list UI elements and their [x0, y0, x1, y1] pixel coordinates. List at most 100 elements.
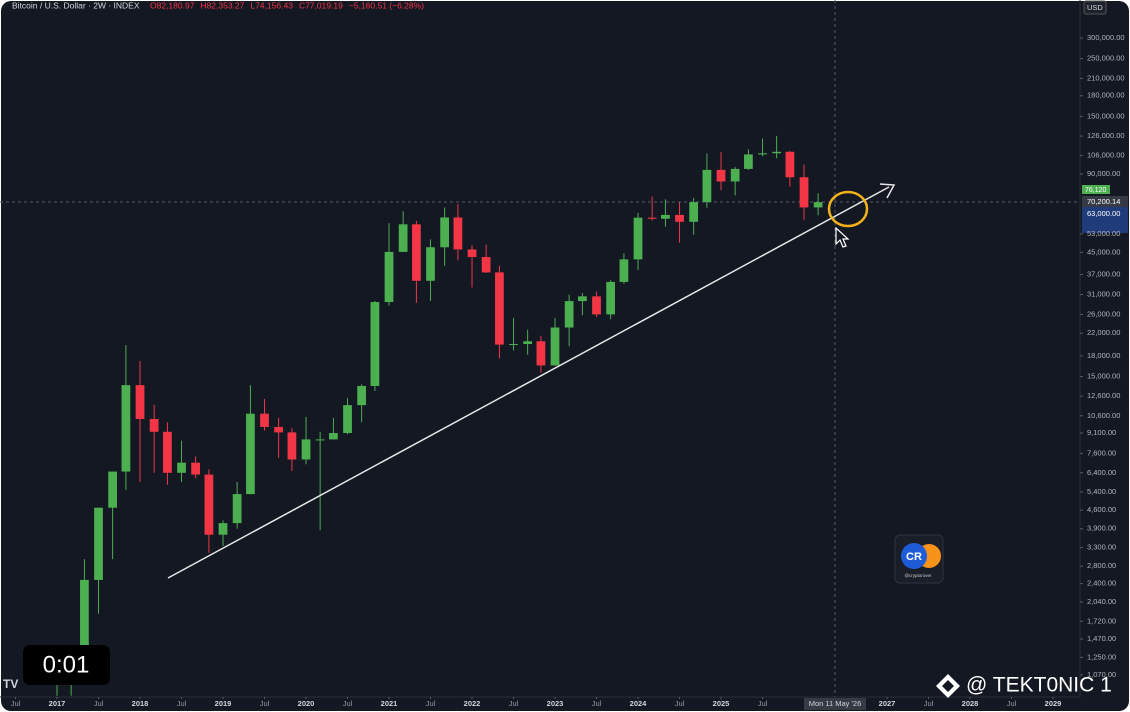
candle-body [412, 224, 421, 281]
y-tick-label: 90,000.00 [1087, 169, 1120, 178]
y-tick-label: 22,000.00 [1087, 328, 1120, 337]
candle-body [80, 579, 89, 649]
logo-text: CR [906, 551, 922, 563]
ohlc-value: C77,019.19 [299, 0, 343, 10]
candle-body [135, 385, 145, 420]
x-tick-label: 2027 [879, 699, 896, 708]
candle-body [799, 177, 809, 208]
crosshair-label-bg [804, 698, 866, 710]
candle-body [647, 217, 657, 219]
y-tick-label: 6,400.00 [1087, 468, 1116, 477]
ohlc-value: O82,180.97 [150, 0, 195, 10]
ohlc-value: L74,156.43 [250, 0, 293, 10]
x-tick-label: Jul [426, 699, 436, 708]
y-tick-label: 5,400.00 [1087, 487, 1116, 496]
candle-body [440, 217, 450, 248]
x-tick-label: Jul [1007, 699, 1017, 708]
candle-body [287, 432, 297, 460]
candle-body [94, 507, 103, 580]
crosshair-label: Mon 11 May '26 [809, 699, 862, 708]
candle-body [315, 439, 325, 441]
candle-body [564, 301, 574, 328]
price-tag-bg [1082, 207, 1128, 233]
candle-body [191, 462, 201, 475]
candles [52, 135, 823, 696]
candle-body [495, 272, 504, 345]
candle-body [204, 474, 214, 535]
x-tick-label: Jul [675, 699, 685, 708]
candle-body [121, 385, 131, 472]
y-tick-label: 45,000.00 [1087, 247, 1120, 256]
candle-body [370, 302, 380, 386]
candle-body [177, 462, 186, 473]
y-tick-label: 2,040.00 [1087, 597, 1116, 606]
logo-handle: @cryptorover [904, 573, 932, 578]
x-tick-label: Jul [94, 699, 104, 708]
y-tick-label: 18,000.00 [1087, 351, 1120, 360]
price-axis: 300,000.00 250,000.00 210,000.00 180,000.00… [1080, 33, 1125, 679]
timer: 0:01 [43, 651, 90, 678]
x-tick-label: Jul [177, 699, 187, 708]
candle-body [689, 202, 699, 222]
candle-body [730, 168, 740, 182]
candle-body [744, 154, 753, 169]
x-tick-label: Jul [509, 699, 519, 708]
y-tick-label: 150,000.00 [1087, 111, 1125, 120]
price-tag-bg [1082, 196, 1128, 207]
candle-body [384, 251, 394, 303]
candle-body [453, 217, 463, 250]
y-tick-label: 2,400.00 [1087, 579, 1116, 588]
highlight-circle [827, 190, 869, 228]
candle-body [661, 214, 670, 219]
trend-line [167, 186, 890, 579]
y-tick-label: 3,300.00 [1087, 543, 1116, 552]
y-tick-label: 1,070.00 [1087, 670, 1116, 679]
candle-body [274, 426, 284, 433]
y-tick-label: 53,000.00 [1087, 229, 1120, 238]
candle-body [481, 257, 491, 273]
ohlc-value: −5,160.51 (−6.28%) [349, 0, 424, 10]
candle-body [149, 419, 159, 432]
y-tick-label: 210,000.00 [1087, 73, 1125, 82]
price-tag: 76,120 [1085, 187, 1107, 194]
y-tick-label: 2,800.00 [1087, 561, 1116, 570]
x-tick-label: 2020 [298, 699, 315, 708]
price-tag: 63,000.00 [1087, 209, 1120, 218]
y-tick-label: 12,600.00 [1087, 391, 1120, 400]
candle-body [467, 249, 477, 258]
candle-body [578, 296, 587, 302]
x-tick-label: 2023 [547, 699, 564, 708]
candle-body [218, 523, 228, 535]
currency-box [1083, 0, 1107, 15]
y-tick-label: 10,600.00 [1087, 411, 1120, 420]
candle-body [232, 494, 242, 524]
y-tick-label: 7,600.00 [1087, 448, 1116, 457]
y-tick-label: 300,000.00 [1087, 33, 1125, 42]
candle-body [163, 431, 172, 473]
price-tag-bg [1082, 185, 1110, 194]
candle-body [246, 413, 255, 495]
y-tick-label: 37,000.00 [1087, 270, 1120, 279]
x-tick-label: 2017 [49, 699, 66, 708]
y-tick-label: 9,100.00 [1087, 428, 1116, 437]
time-axis: Jul 2017 Jul 2018 Jul 2019 Jul 2020 Jul 2021 Jul 20… [11, 697, 1062, 708]
y-tick-label: 180,000.00 [1087, 91, 1125, 100]
candle-body [357, 385, 367, 406]
x-tick-label: Jul [592, 699, 602, 708]
logo-circle [901, 543, 927, 569]
x-tick-label: Jul [260, 699, 270, 708]
x-tick-label: Jul [758, 699, 768, 708]
candle-body [426, 247, 435, 281]
candle-body [343, 405, 352, 434]
x-tick-label: 2029 [1045, 699, 1062, 708]
x-tick-label: Jul [11, 699, 21, 708]
tv-logo: TV [3, 677, 18, 691]
x-tick-label: 2025 [713, 699, 730, 708]
candle-body [813, 202, 823, 208]
y-tick-label: 1,470.00 [1087, 634, 1116, 643]
candle-body [633, 217, 643, 260]
candle-body [108, 471, 118, 508]
price-tag: 70,200.14 [1087, 197, 1120, 206]
